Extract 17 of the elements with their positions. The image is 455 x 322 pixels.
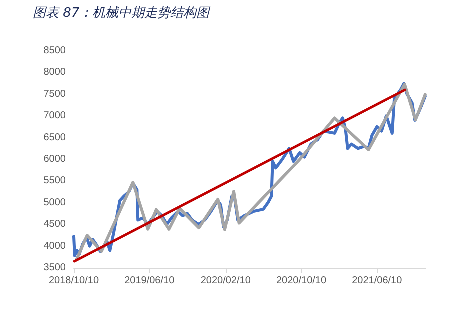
x-tick-label: 2021/06/10 [352, 276, 403, 286]
y-tick-label: 5000 [44, 197, 66, 208]
y-tick-label: 7000 [44, 110, 66, 122]
x-tick-label: 2019/06/10 [124, 276, 176, 286]
y-tick-label: 4500 [44, 219, 66, 230]
y-tick-label: 6000 [44, 154, 66, 165]
y-tick-label: 8000 [44, 67, 66, 78]
y-tick-label: 5500 [44, 176, 66, 187]
x-tick-label: 2020/02/10 [200, 276, 252, 286]
y-tick-label: 3500 [44, 262, 66, 274]
y-tick-label: 4000 [44, 240, 66, 252]
chart-title: 图表 87：机械中期走势结构图 [33, 6, 212, 21]
x-tick-label: 2018/10/10 [48, 276, 100, 286]
x-tick-label: 2020/10/10 [276, 276, 327, 286]
y-tick-label: 8500 [44, 46, 66, 56]
y-tick-label: 6500 [44, 132, 66, 144]
y-tick-label: 7500 [44, 88, 66, 100]
